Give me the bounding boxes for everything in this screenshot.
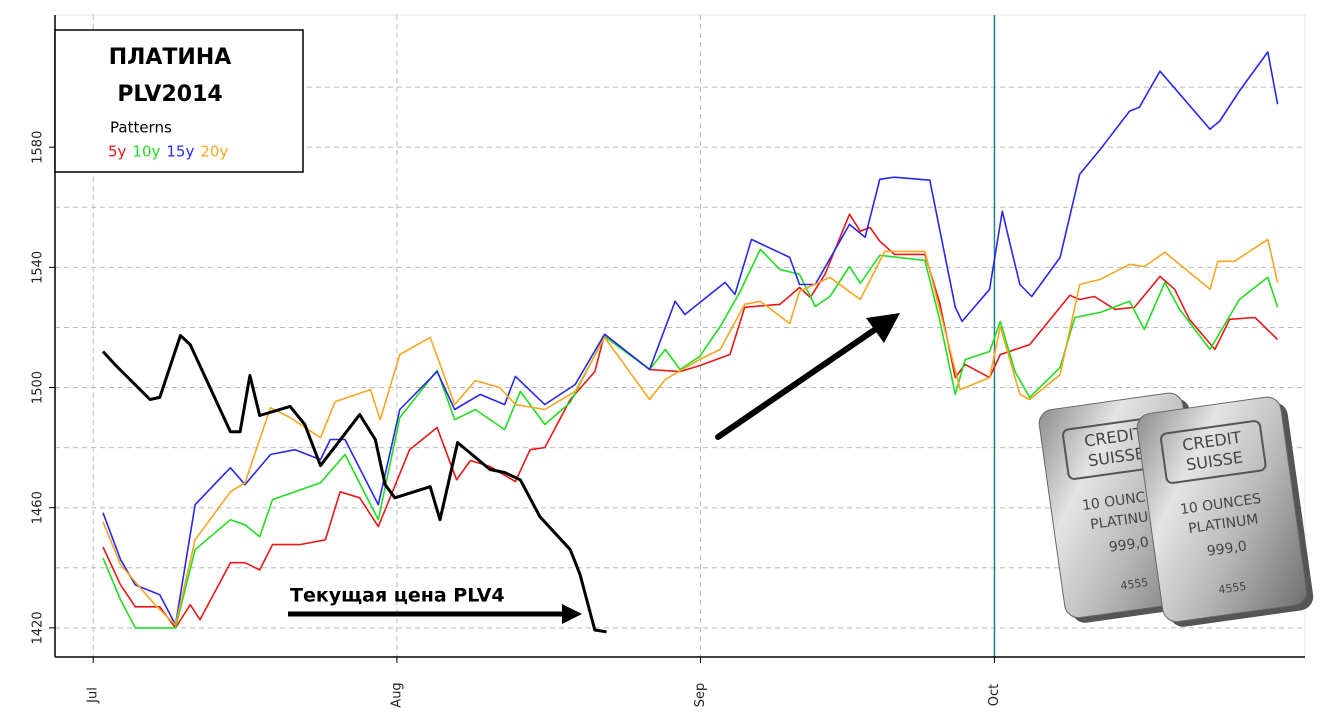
arrows xyxy=(288,313,900,624)
bar-text: 4555 xyxy=(1120,576,1150,593)
chart-subtitle: PLV2014 xyxy=(117,82,222,107)
lines xyxy=(101,51,1279,634)
series-line xyxy=(102,213,1279,629)
arrow-head xyxy=(562,604,582,624)
bar-text: 999,0 xyxy=(1206,538,1248,559)
y-tick-label: 1420 xyxy=(31,611,46,644)
bar-text: 4555 xyxy=(1218,580,1248,597)
y-tick-label: 1580 xyxy=(31,131,46,164)
legend-entry: 10y xyxy=(132,143,160,161)
legend-entry: 20y xyxy=(200,143,228,161)
x-tick-label: Jul xyxy=(86,687,101,704)
legend: 5y 10y 15y 20y xyxy=(108,143,228,161)
arrow xyxy=(715,319,889,440)
y-tick-label: 1500 xyxy=(31,371,46,404)
y-tick-label: 1460 xyxy=(31,491,46,524)
x-tick-label: Oct xyxy=(987,684,1002,706)
grid xyxy=(49,15,1305,663)
legend-title: Patterns xyxy=(110,119,172,137)
series-line xyxy=(102,248,1279,629)
y-tick-label: 1540 xyxy=(31,251,46,284)
series-line xyxy=(102,238,1279,626)
arrow-head xyxy=(866,313,900,343)
x-tick-label: Aug xyxy=(389,682,404,707)
series-line xyxy=(101,334,607,634)
series-line xyxy=(102,51,1279,626)
bar-stamp xyxy=(1160,420,1267,484)
legend-box xyxy=(54,29,304,173)
legend-entry: 15y xyxy=(166,143,194,161)
bar-text: 999,0 xyxy=(1108,534,1150,555)
chart-title: ПЛАТИНА xyxy=(109,45,232,70)
legend-entry: 5y xyxy=(108,143,127,161)
x-tick-label: Sep xyxy=(693,683,708,708)
annotation: Текущая цена PLV4 xyxy=(290,585,505,607)
